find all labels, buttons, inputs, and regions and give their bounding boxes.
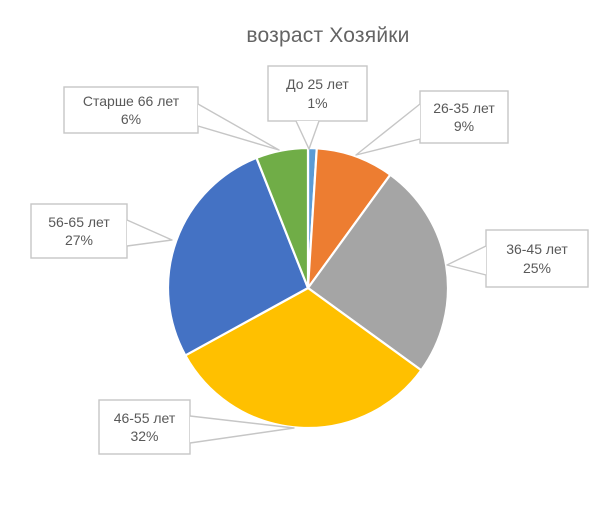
callout-leader-wedge-6 bbox=[197, 103, 280, 151]
callout-box-1 bbox=[267, 65, 368, 122]
callout-leader-wedge-5 bbox=[126, 219, 173, 247]
callout-box-2 bbox=[419, 90, 509, 144]
chart-title: возраст Хозяйки bbox=[246, 24, 410, 47]
callout-leader-wedge-2 bbox=[355, 103, 421, 156]
callout-box-5 bbox=[30, 203, 128, 259]
callout-leader-wedge-3 bbox=[446, 245, 487, 276]
pie-slice-4 bbox=[184, 286, 423, 430]
callout-box-6 bbox=[63, 86, 199, 134]
callout-box-3 bbox=[485, 229, 589, 288]
callout-box-4 bbox=[98, 399, 191, 455]
callout-leader-wedge-4 bbox=[189, 415, 295, 444]
pie-slice-3 bbox=[306, 173, 450, 372]
pie-slice-5 bbox=[166, 156, 310, 357]
pie-slice-2 bbox=[306, 147, 392, 290]
callout-leader-wedge-1 bbox=[295, 120, 320, 150]
